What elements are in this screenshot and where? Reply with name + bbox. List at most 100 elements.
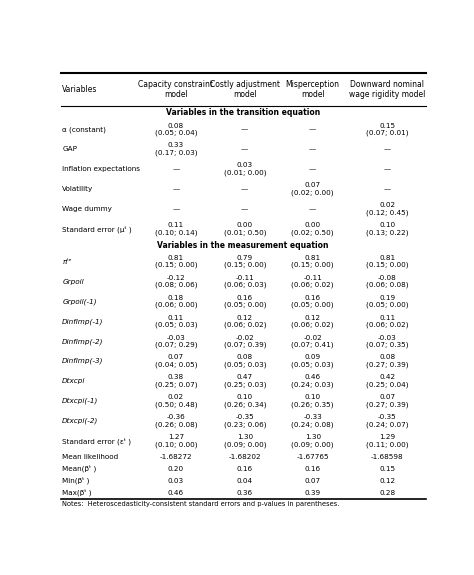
Text: Max(βᵗ ): Max(βᵗ ): [62, 489, 91, 496]
Text: 0.16: 0.16: [305, 466, 321, 472]
Text: Dinfimp(-1): Dinfimp(-1): [62, 318, 104, 325]
Text: 1.30
(0.09; 0.00): 1.30 (0.09; 0.00): [224, 434, 266, 447]
Text: Variables in the measurement equation: Variables in the measurement equation: [157, 241, 328, 250]
Text: Dtxcpi(-1): Dtxcpi(-1): [62, 398, 99, 404]
Text: α (constant): α (constant): [62, 126, 106, 132]
Text: Wage dummy: Wage dummy: [62, 206, 112, 212]
Text: 0.33
(0.17; 0.03): 0.33 (0.17; 0.03): [155, 143, 197, 156]
Text: Standard error (μᵗ ): Standard error (μᵗ ): [62, 225, 132, 232]
Text: -0.02
(0.07; 0.41): -0.02 (0.07; 0.41): [292, 335, 334, 348]
Text: 0.12
(0.06; 0.02): 0.12 (0.06; 0.02): [292, 315, 334, 328]
Text: 0.42
(0.25; 0.04): 0.42 (0.25; 0.04): [366, 374, 409, 388]
Text: 0.16
(0.05; 0.00): 0.16 (0.05; 0.00): [292, 295, 334, 308]
Text: —: —: [172, 206, 180, 212]
Text: 0.02
(0.12; 0.45): 0.02 (0.12; 0.45): [366, 202, 409, 216]
Text: -0.03
(0.07; 0.35): -0.03 (0.07; 0.35): [366, 335, 409, 348]
Text: -0.03
(0.07; 0.29): -0.03 (0.07; 0.29): [155, 335, 197, 348]
Text: -1.67765: -1.67765: [296, 454, 329, 460]
Text: Grpoil(-1): Grpoil(-1): [62, 298, 97, 305]
Text: Misperception
model: Misperception model: [286, 80, 340, 99]
Text: 1.30
(0.09; 0.00): 1.30 (0.09; 0.00): [292, 434, 334, 447]
Text: 0.81
(0.15; 0.00): 0.81 (0.15; 0.00): [155, 255, 197, 269]
Text: Variables: Variables: [62, 85, 98, 94]
Text: 0.16: 0.16: [237, 466, 253, 472]
Text: 0.20: 0.20: [168, 466, 184, 472]
Text: -0.11
(0.06; 0.02): -0.11 (0.06; 0.02): [292, 275, 334, 288]
Text: 0.07
(0.04; 0.05): 0.07 (0.04; 0.05): [155, 354, 197, 368]
Text: Mean likelihood: Mean likelihood: [62, 454, 118, 460]
Text: Costly adjustment
model: Costly adjustment model: [210, 80, 280, 99]
Text: -1.68202: -1.68202: [228, 454, 261, 460]
Text: 0.11
(0.06; 0.02): 0.11 (0.06; 0.02): [366, 315, 409, 328]
Text: —: —: [383, 146, 391, 152]
Text: —: —: [309, 126, 316, 132]
Text: 0.12: 0.12: [379, 478, 395, 484]
Text: -0.08
(0.06; 0.08): -0.08 (0.06; 0.08): [366, 275, 409, 288]
Text: 0.79
(0.15; 0.00): 0.79 (0.15; 0.00): [224, 255, 266, 269]
Text: 0.15
(0.07; 0.01): 0.15 (0.07; 0.01): [366, 122, 409, 136]
Text: 0.39: 0.39: [305, 490, 321, 496]
Text: Dtxcpi: Dtxcpi: [62, 378, 86, 384]
Text: GAP: GAP: [62, 146, 77, 152]
Text: Inflation expectations: Inflation expectations: [62, 166, 140, 172]
Text: -0.02
(0.07; 0.39): -0.02 (0.07; 0.39): [224, 335, 266, 348]
Text: 0.16
(0.05; 0.00): 0.16 (0.05; 0.00): [224, 295, 266, 308]
Text: 0.36: 0.36: [237, 490, 253, 496]
Text: -0.36
(0.26; 0.08): -0.36 (0.26; 0.08): [155, 414, 197, 428]
Text: —: —: [172, 166, 180, 172]
Text: 0.46
(0.24; 0.03): 0.46 (0.24; 0.03): [292, 374, 334, 388]
Text: 0.11
(0.05; 0.03): 0.11 (0.05; 0.03): [155, 315, 197, 328]
Text: 0.47
(0.25; 0.03): 0.47 (0.25; 0.03): [224, 374, 266, 388]
Text: —: —: [383, 166, 391, 172]
Text: —: —: [241, 186, 248, 192]
Text: —: —: [241, 146, 248, 152]
Text: 0.19
(0.05; 0.00): 0.19 (0.05; 0.00): [366, 295, 409, 308]
Text: 1.29
(0.11; 0.00): 1.29 (0.11; 0.00): [366, 434, 409, 447]
Text: 0.09
(0.05; 0.03): 0.09 (0.05; 0.03): [292, 354, 334, 368]
Text: —: —: [309, 166, 316, 172]
Text: —: —: [172, 186, 180, 192]
Text: πᵗᵉ: πᵗᵉ: [62, 259, 72, 264]
Text: 0.38
(0.25; 0.07): 0.38 (0.25; 0.07): [155, 374, 197, 388]
Text: -1.68272: -1.68272: [160, 454, 192, 460]
Text: Dinfimp(-3): Dinfimp(-3): [62, 358, 104, 365]
Text: —: —: [241, 126, 248, 132]
Text: —: —: [309, 146, 316, 152]
Text: 0.10
(0.26; 0.35): 0.10 (0.26; 0.35): [292, 394, 334, 408]
Text: -1.68598: -1.68598: [371, 454, 403, 460]
Text: -0.33
(0.24; 0.08): -0.33 (0.24; 0.08): [292, 414, 334, 428]
Text: -0.35
(0.24; 0.07): -0.35 (0.24; 0.07): [366, 414, 409, 428]
Text: Downward nominal
wage rigidity model: Downward nominal wage rigidity model: [349, 80, 425, 99]
Text: —: —: [309, 206, 316, 212]
Text: 0.08
(0.27; 0.39): 0.08 (0.27; 0.39): [366, 354, 409, 368]
Text: 0.81
(0.15; 0.00): 0.81 (0.15; 0.00): [366, 255, 409, 269]
Text: 0.07
(0.27; 0.39): 0.07 (0.27; 0.39): [366, 394, 409, 408]
Text: -0.12
(0.08; 0.06): -0.12 (0.08; 0.06): [155, 275, 197, 288]
Text: 0.15: 0.15: [379, 466, 395, 472]
Text: 1.27
(0.10; 0.00): 1.27 (0.10; 0.00): [155, 434, 197, 447]
Text: 0.10
(0.26; 0.34): 0.10 (0.26; 0.34): [224, 394, 266, 408]
Text: 0.03: 0.03: [168, 478, 184, 484]
Text: 0.04: 0.04: [237, 478, 253, 484]
Text: 0.08
(0.05; 0.04): 0.08 (0.05; 0.04): [155, 122, 197, 136]
Text: 0.46: 0.46: [168, 490, 184, 496]
Text: 0.07: 0.07: [305, 478, 321, 484]
Text: Volatility: Volatility: [62, 186, 93, 192]
Text: Standard error (εᵗ ): Standard error (εᵗ ): [62, 437, 131, 444]
Text: 0.00
(0.02; 0.50): 0.00 (0.02; 0.50): [292, 222, 334, 236]
Text: 0.81
(0.15; 0.00): 0.81 (0.15; 0.00): [292, 255, 334, 269]
Text: -0.35
(0.23; 0.06): -0.35 (0.23; 0.06): [224, 414, 266, 428]
Text: 0.28: 0.28: [379, 490, 395, 496]
Text: 0.02
(0.50; 0.48): 0.02 (0.50; 0.48): [155, 394, 197, 408]
Text: Grpoil: Grpoil: [62, 278, 84, 285]
Text: 0.10
(0.13; 0.22): 0.10 (0.13; 0.22): [366, 222, 409, 236]
Text: 0.08
(0.05; 0.03): 0.08 (0.05; 0.03): [224, 354, 266, 368]
Text: 0.07
(0.02; 0.00): 0.07 (0.02; 0.00): [292, 182, 334, 196]
Text: 0.00
(0.01; 0.50): 0.00 (0.01; 0.50): [224, 222, 266, 236]
Text: Variables in the transition equation: Variables in the transition equation: [166, 108, 320, 117]
Text: —: —: [241, 206, 248, 212]
Text: Dtxcpi(-2): Dtxcpi(-2): [62, 417, 99, 424]
Text: Dinfimp(-2): Dinfimp(-2): [62, 338, 104, 344]
Text: 0.12
(0.06; 0.02): 0.12 (0.06; 0.02): [224, 315, 266, 328]
Text: Min(βᵗ ): Min(βᵗ ): [62, 477, 90, 484]
